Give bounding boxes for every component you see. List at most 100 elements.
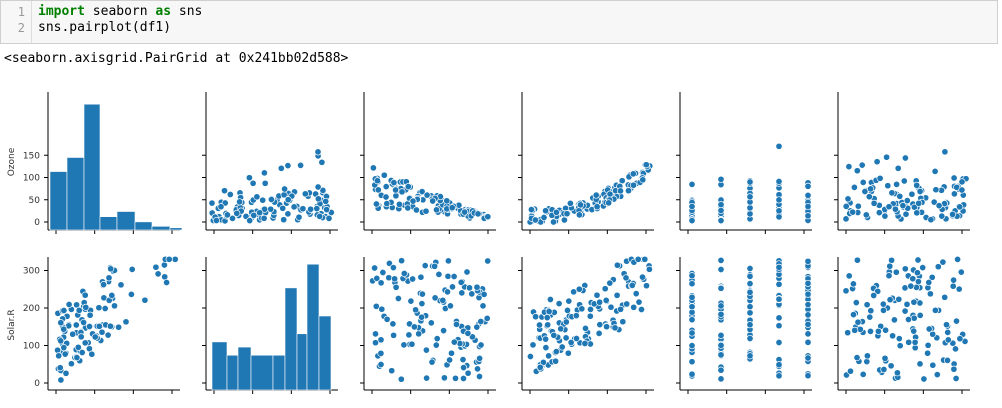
scatter-point xyxy=(849,280,857,288)
scatter-point xyxy=(395,200,403,208)
scatter-point xyxy=(623,300,631,308)
scatter-point xyxy=(452,320,461,328)
scatter-point xyxy=(91,333,99,341)
scatter-point xyxy=(217,203,225,211)
scatter-point xyxy=(925,325,933,333)
histogram-bar-ozone xyxy=(49,171,68,231)
scatter-point xyxy=(870,291,878,300)
scatter-point xyxy=(933,371,941,379)
scatter-point xyxy=(910,327,918,335)
scatter-point xyxy=(572,334,581,343)
scatter-point xyxy=(439,296,447,304)
scatter-point xyxy=(804,311,812,319)
scatter-point xyxy=(602,296,610,304)
scatter-point xyxy=(746,352,754,360)
scatter-point xyxy=(428,358,436,366)
scatter-point xyxy=(56,364,64,372)
scatter-point xyxy=(957,268,965,276)
scatter-point xyxy=(307,205,315,213)
scatter-point xyxy=(108,291,116,299)
code-line-2[interactable]: sns.pairplot(df1) xyxy=(38,20,172,35)
scatter-point xyxy=(477,341,485,349)
scatter-point xyxy=(901,154,909,162)
scatter-point xyxy=(642,282,651,290)
scatter-point xyxy=(606,279,614,287)
scatter-point xyxy=(884,182,892,190)
scatter-point xyxy=(619,318,627,326)
scatter-point xyxy=(595,329,603,337)
scatter-point xyxy=(804,320,812,328)
scatter-point xyxy=(261,179,269,187)
histogram-bar-solar xyxy=(284,287,298,391)
histogram-bar-solar xyxy=(226,354,239,391)
scatter-point xyxy=(634,255,642,263)
scatter-point xyxy=(888,256,896,264)
scatter-point xyxy=(117,281,125,289)
scatter-point xyxy=(900,177,908,185)
scatter-point xyxy=(540,213,548,222)
scatter-point xyxy=(867,307,875,315)
scatter-point xyxy=(941,148,949,156)
scatter-point xyxy=(228,214,237,222)
code-line-1[interactable]: import seaborn as sns xyxy=(38,4,202,20)
line-number: 1 xyxy=(17,5,25,19)
scatter-point xyxy=(746,272,754,280)
scatter-point xyxy=(804,279,812,287)
scatter-point xyxy=(110,302,119,310)
scatter-point xyxy=(842,215,850,223)
scatter-point xyxy=(688,272,696,280)
scatter-point xyxy=(464,369,472,377)
scatter-point xyxy=(552,357,560,365)
scatter-point xyxy=(404,183,412,191)
scatter-point xyxy=(859,370,867,378)
scatter-point xyxy=(596,298,604,306)
scatter-point xyxy=(163,278,171,287)
scatter-point xyxy=(72,321,80,329)
scatter-point xyxy=(863,352,871,360)
scatter-point xyxy=(880,365,888,374)
y-tick-label: 100 xyxy=(23,342,40,352)
scatter-point xyxy=(233,209,241,217)
scatter-point xyxy=(570,288,578,296)
scatter-point xyxy=(895,335,903,343)
scatter-point xyxy=(775,196,783,204)
scatter-point xyxy=(881,212,889,220)
scatter-point xyxy=(423,374,431,382)
scatter-point xyxy=(423,191,431,199)
scatter-point xyxy=(629,170,637,178)
scatter-point xyxy=(549,218,558,226)
scatter-point xyxy=(154,270,162,278)
scatter-point xyxy=(100,281,108,289)
scatter-point xyxy=(385,274,393,282)
scatter-point xyxy=(400,269,408,278)
scatter-point xyxy=(775,263,783,271)
scatter-point xyxy=(870,199,878,207)
scatter-point xyxy=(850,183,858,191)
scatter-point xyxy=(930,198,938,206)
scatter-point xyxy=(775,338,783,347)
scatter-point xyxy=(464,329,472,337)
code-cell[interactable]: 1 2 import seaborn as sns sns.pairplot(d… xyxy=(0,0,998,44)
scatter-point xyxy=(484,213,492,221)
scatter-point xyxy=(893,180,901,188)
scatter-point xyxy=(944,336,952,344)
scatter-point xyxy=(443,288,452,296)
scatter-point xyxy=(371,330,380,338)
scatter-point xyxy=(958,178,966,186)
scatter-point xyxy=(57,337,65,345)
scatter-point xyxy=(431,294,439,302)
scatter-point xyxy=(804,354,812,362)
scatter-point xyxy=(480,290,488,298)
scatter-point xyxy=(886,296,894,304)
scatter-point xyxy=(421,262,429,270)
scatter-point xyxy=(605,199,613,207)
scatter-point xyxy=(422,207,430,215)
scatter-point xyxy=(80,318,88,327)
scatter-point xyxy=(115,323,123,331)
scatter-point xyxy=(429,197,437,205)
scatter-point xyxy=(775,314,783,322)
scatter-point xyxy=(688,358,696,366)
scatter-point xyxy=(939,258,947,266)
scatter-point xyxy=(377,279,385,287)
scatter-point xyxy=(409,197,417,205)
